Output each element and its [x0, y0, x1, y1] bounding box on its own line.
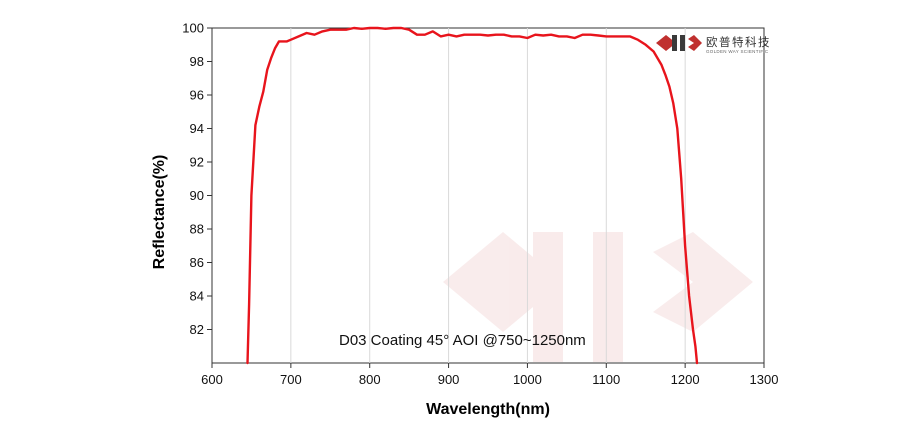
x-tick-label-900: 900	[438, 372, 460, 387]
x-tick-label-800: 800	[359, 372, 381, 387]
logo-mark-icon	[656, 35, 702, 51]
coating-annotation: D03 Coating 45° AOI @750~1250nm	[339, 332, 586, 349]
y-tick-label-94: 94	[190, 121, 204, 136]
series-layer	[246, 26, 699, 365]
y-tick-label-82: 82	[190, 322, 204, 337]
x-tick-label-700: 700	[280, 372, 302, 387]
y-tick-label-100: 100	[182, 21, 204, 36]
x-tick-labels: 600 700 800 900 1000 1100 1200 1300	[201, 372, 778, 387]
reflectance-series-line-0	[246, 26, 699, 365]
x-tick-label-1100: 1100	[592, 372, 620, 387]
y-tick-label-86: 86	[190, 255, 204, 270]
company-logo: 欧普特科技 GOLDEN WAY SCIENTIFIC	[656, 35, 771, 54]
y-tick-label-88: 88	[190, 222, 204, 237]
logo-english-name: GOLDEN WAY SCIENTIFIC	[706, 49, 769, 54]
y-axis-title: Reflectance(%)	[151, 155, 168, 270]
y-tick-label-92: 92	[190, 155, 204, 170]
y-tick-label-84: 84	[190, 289, 204, 304]
y-tick-labels: 82 84 86 88 90 92 94 96 98 100	[182, 21, 204, 338]
x-tick-label-1300: 1300	[750, 372, 779, 387]
logo-chinese-name: 欧普特科技	[706, 35, 771, 49]
axis-ticks	[207, 27, 765, 368]
x-tick-label-1000: 1000	[513, 372, 542, 387]
x-axis-title: Wavelength(nm)	[426, 401, 550, 418]
vertical-grid	[290, 28, 686, 363]
y-tick-label-90: 90	[190, 188, 204, 203]
y-tick-label-96: 96	[190, 88, 204, 103]
x-tick-label-600: 600	[201, 372, 223, 387]
y-tick-label-98: 98	[190, 54, 204, 69]
x-tick-label-1200: 1200	[671, 372, 700, 387]
watermark-logo	[443, 232, 753, 362]
